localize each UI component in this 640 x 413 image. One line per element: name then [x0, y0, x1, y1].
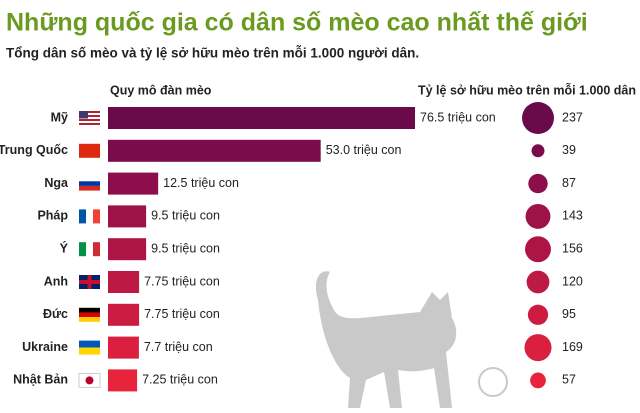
category-label: Ý [60, 240, 69, 255]
bar [108, 303, 140, 326]
flag [86, 242, 93, 257]
bubble-label: 120 [562, 274, 583, 288]
flag [79, 143, 100, 158]
category-label: Nhật Bản [13, 373, 68, 387]
flag [79, 121, 100, 123]
category-label: Ukraine [22, 340, 68, 354]
flag [79, 307, 100, 313]
flag [79, 115, 100, 117]
flag [79, 111, 100, 113]
flag [79, 340, 100, 348]
flag [79, 209, 86, 224]
flag [79, 312, 100, 318]
flag [86, 209, 93, 224]
flag [79, 176, 100, 182]
bar-header: Quy mô đàn mèo [110, 83, 212, 97]
bar [108, 369, 138, 392]
category-label: Pháp [37, 209, 68, 223]
bubble-label: 143 [562, 209, 583, 223]
flag [85, 376, 94, 385]
flag [93, 209, 100, 224]
value-label: 7.75 triệu con [144, 274, 220, 288]
value-label: 7.75 triệu con [144, 307, 220, 321]
bubble-label: 57 [562, 373, 576, 387]
category-label: Nga [44, 176, 69, 190]
bubble [530, 372, 546, 389]
bar [108, 139, 321, 162]
flag [79, 242, 86, 257]
bar [108, 271, 140, 293]
category-label: Đức [43, 307, 68, 321]
bubble [531, 144, 545, 158]
bubble-label: 87 [562, 176, 576, 190]
chart-subtitle: Tổng dân số mèo và tỷ lệ sở hữu mèo trên… [6, 46, 419, 61]
value-label: 9.5 triệu con [151, 241, 220, 255]
bubble-label: 39 [562, 143, 576, 157]
category-label: Mỹ [51, 110, 68, 124]
yarn-ball [478, 367, 508, 397]
category-label: Trung Quốc [0, 143, 68, 157]
bubble [527, 304, 549, 325]
flag [79, 117, 100, 119]
flag [93, 242, 100, 257]
value-label: 7.25 triệu con [142, 373, 218, 387]
flag [79, 347, 100, 355]
bubble-label: 169 [562, 340, 583, 354]
bar [108, 205, 147, 228]
category-label: Anh [44, 274, 68, 288]
flag [79, 185, 100, 191]
chart-title: Những quốc gia có dân số mèo cao nhất th… [6, 9, 588, 37]
bubble-label: 156 [562, 241, 583, 255]
bubble-label: 237 [562, 110, 583, 124]
bubble [526, 270, 550, 294]
cat-silhouette [315, 271, 457, 408]
flag [79, 317, 100, 322]
flag [79, 111, 88, 119]
bubble-label: 95 [562, 307, 576, 321]
value-label: 12.5 triệu con [163, 176, 239, 190]
bubble [525, 236, 551, 263]
flag [79, 280, 100, 284]
bubble [524, 334, 552, 362]
value-label: 53.0 triệu con [326, 143, 402, 157]
bubble [528, 173, 548, 194]
flag [79, 119, 100, 121]
bubble [522, 102, 554, 134]
flag [79, 181, 100, 186]
value-label: 76.5 triệu con [420, 110, 496, 124]
flag [79, 123, 100, 125]
bar [108, 336, 139, 359]
value-label: 9.5 triệu con [151, 209, 220, 223]
bar [108, 172, 159, 195]
bar [108, 238, 147, 261]
bubble [525, 203, 551, 229]
bubble-header: Tỷ lệ sở hữu mèo trên mỗi 1.000 dân [418, 82, 636, 97]
bar [108, 107, 415, 129]
value-label: 7.7 triệu con [144, 340, 213, 354]
flag [79, 113, 100, 115]
